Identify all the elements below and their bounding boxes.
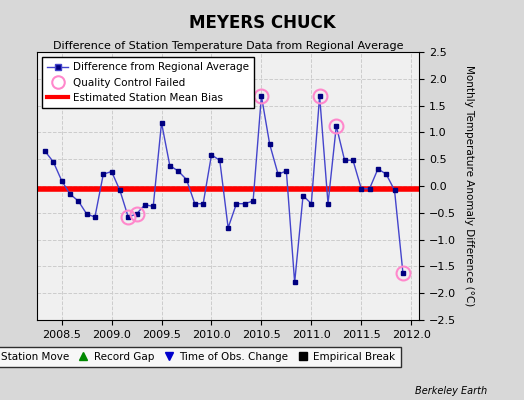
Title: Difference of Station Temperature Data from Regional Average: Difference of Station Temperature Data f… [53, 41, 403, 51]
Text: MEYERS CHUCK: MEYERS CHUCK [189, 14, 335, 32]
Legend: Station Move, Record Gap, Time of Obs. Change, Empirical Break: Station Move, Record Gap, Time of Obs. C… [0, 347, 401, 367]
Y-axis label: Monthly Temperature Anomaly Difference (°C): Monthly Temperature Anomaly Difference (… [464, 65, 474, 307]
Text: Berkeley Earth: Berkeley Earth [415, 386, 487, 396]
